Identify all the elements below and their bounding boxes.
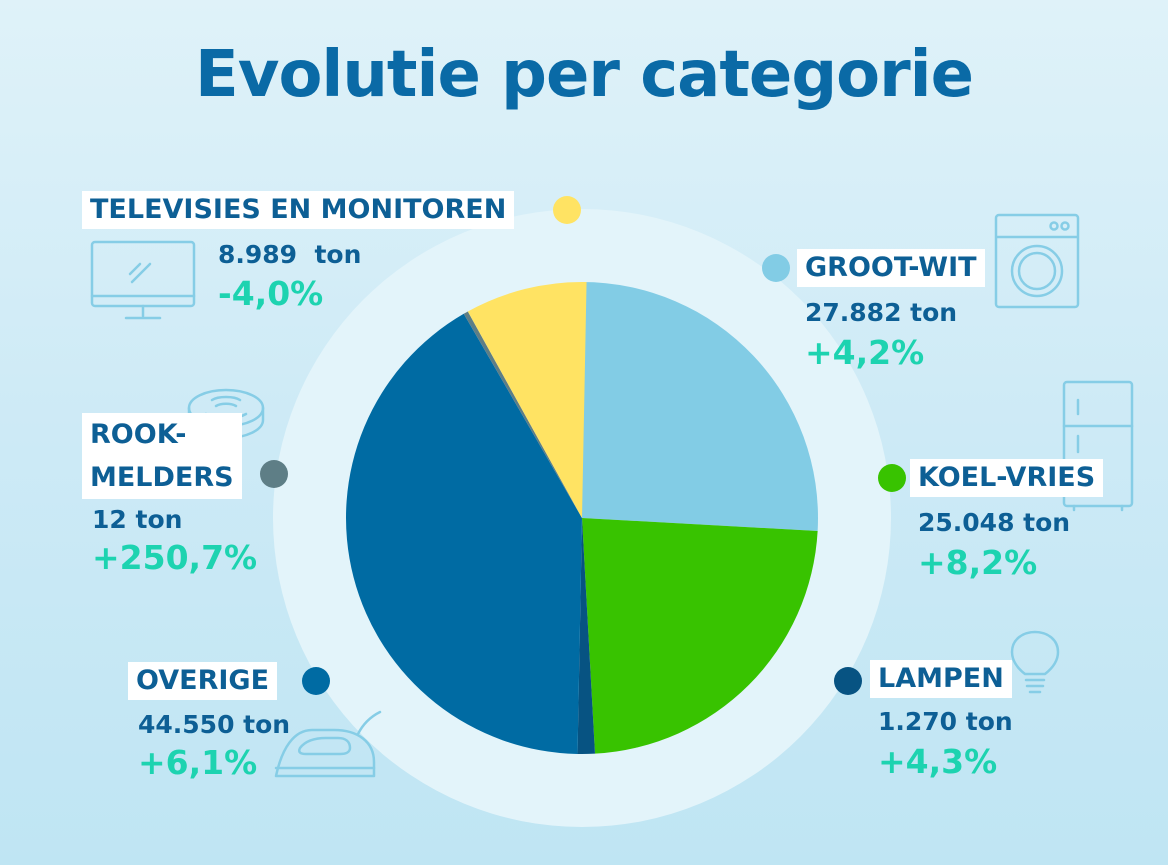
amount-tv: 8.989 ton [218,240,362,269]
pie-slice-overige [345,313,582,754]
label-rookmelders-line1: ROOK- [90,419,187,450]
amount-koelvries: 25.048 ton [918,508,1071,537]
pie-slices [345,282,818,754]
amount-rookmelders: 12 ton [92,505,183,534]
iron-icon [272,710,384,782]
change-grootwit: +4,2% [805,333,925,372]
legend-dot-rookmelders [260,460,288,488]
legend-dot-lampen [834,667,862,695]
label-grootwit: GROOT-WIT [797,249,985,287]
label-rookmelders: ROOK- MELDERS [82,413,242,499]
label-overige: OVERIGE [128,662,278,700]
pie-slice-lampen [577,518,596,754]
change-tv: -4,0% [218,274,324,313]
label-tv: TELEVISIES EN MONITOREN [82,191,515,229]
amount-lampen: 1.270 ton [878,707,1013,736]
pie-slice-televisies-en-monitoren [467,282,587,518]
amount-grootwit: 27.882 ton [805,298,958,327]
fridge-icon [1062,380,1134,512]
washing-machine-icon [994,213,1080,309]
page-title: Evolutie per categorie [195,38,974,112]
label-lampen: LAMPEN [870,660,1012,698]
legend-dot-koelvries [878,464,906,492]
legend-dot-overige [302,667,330,695]
pie-slice-groot-wit [582,282,818,531]
amount-overige: 44.550 ton [138,710,291,739]
pie-slice-koel-vries [582,518,818,754]
legend-dot-grootwit [762,254,790,282]
change-koelvries: +8,2% [918,543,1038,582]
monitor-icon [90,240,196,324]
label-rookmelders-line2: MELDERS [90,462,234,493]
pie-slice-rook-melders [463,311,582,518]
legend-dot-tv [553,196,581,224]
change-lampen: +4,3% [878,742,998,781]
change-rookmelders: +250,7% [92,538,258,577]
lightbulb-icon [1010,630,1060,696]
label-koelvries: KOEL-VRIES [910,459,1104,497]
change-overige: +6,1% [138,743,258,782]
